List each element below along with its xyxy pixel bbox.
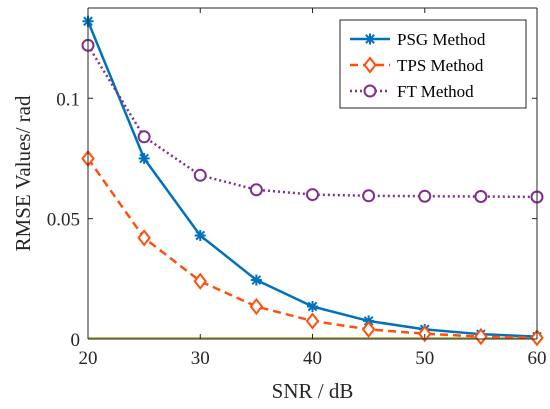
tps-point — [474, 327, 488, 346]
tps-marker — [474, 327, 488, 346]
ft-marker — [306, 188, 319, 202]
tps-point — [249, 297, 264, 316]
tps-point — [193, 272, 208, 290]
tps-series — [81, 149, 544, 347]
tps-marker — [193, 272, 208, 290]
ft-point — [418, 189, 432, 203]
x-tick-label: 20 — [79, 348, 98, 369]
ft-point — [249, 183, 263, 197]
psg-marker-d2 — [251, 275, 262, 285]
y-tick-label: 0.1 — [56, 89, 80, 110]
tps-marker — [137, 229, 151, 247]
legend-label-ft: FT Method — [397, 82, 474, 101]
x-tick-label: 60 — [528, 348, 547, 369]
legend-marker-ft — [363, 84, 377, 98]
psg-point — [138, 152, 150, 164]
psg-marker-d2 — [139, 153, 149, 164]
legend-entry-ft: FT Method — [350, 82, 474, 101]
tps-marker — [417, 325, 432, 343]
ft-point — [306, 188, 319, 202]
ft-marker — [193, 168, 207, 182]
ft-marker — [418, 189, 432, 203]
tps-marker — [249, 297, 264, 316]
psg-marker-d2 — [307, 301, 318, 312]
ft-point — [193, 168, 207, 182]
x-tick-label: 40 — [303, 348, 322, 369]
tps-point — [137, 229, 151, 247]
ft-marker — [137, 130, 151, 144]
legend-marker-psg-d2 — [365, 34, 375, 44]
legend-label-psg: PSG Method — [397, 30, 486, 49]
x-tick-label: 50 — [415, 348, 434, 369]
tps-marker — [305, 312, 320, 330]
ft-point — [474, 189, 488, 203]
ft-point — [362, 189, 376, 203]
tps-point — [361, 320, 376, 338]
x-axis-label: SNR / dB — [272, 379, 354, 403]
ticks: 20 30 40 50 60 0 0.05 0.1 — [47, 8, 547, 369]
tps-point — [305, 312, 320, 330]
series-layer — [81, 15, 544, 347]
ft-marker — [474, 189, 488, 203]
legend-label-tps: TPS Method — [397, 56, 484, 75]
legend-entry-tps: TPS Method — [350, 56, 484, 75]
psg-marker-d2 — [195, 230, 206, 241]
psg-point — [250, 274, 262, 286]
legend: PSG Method TPS Method FT Method — [339, 19, 527, 109]
y-axis-label: RMSE Values/ rad — [11, 95, 35, 251]
y-tick-label: 0 — [71, 330, 81, 351]
ft-point — [137, 130, 151, 144]
legend-marker-tps — [363, 56, 377, 74]
legend-entry-psg: PSG Method — [350, 30, 486, 49]
x-tick-label: 30 — [191, 348, 210, 369]
tps-marker — [361, 320, 376, 338]
ft-marker — [362, 189, 376, 203]
psg-point — [194, 229, 206, 241]
psg-point — [307, 301, 318, 313]
ft-marker — [249, 183, 263, 197]
tps-point — [417, 325, 432, 343]
ft-line — [86, 44, 538, 199]
ft-series — [81, 38, 544, 204]
y-tick-label: 0.05 — [47, 210, 80, 231]
